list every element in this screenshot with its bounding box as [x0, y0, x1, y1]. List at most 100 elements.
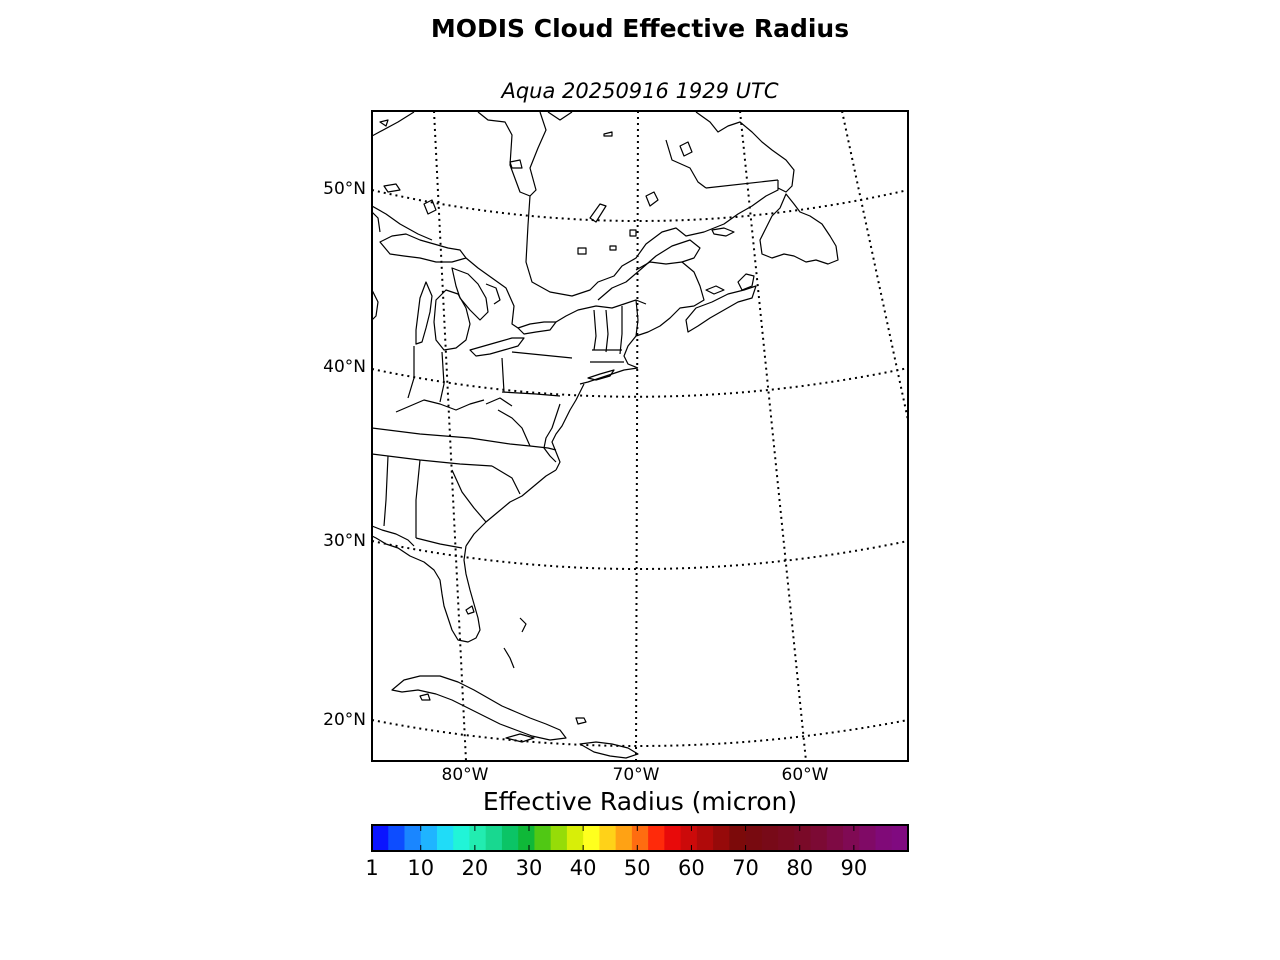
- labrador-border: [705, 179, 779, 189]
- lat-label-40n: 40°N: [323, 357, 366, 377]
- colorbar-segment: [843, 825, 860, 851]
- colorbar-segment: [713, 825, 730, 851]
- colorbar-segment: [420, 825, 438, 851]
- colorbar-segment: [745, 825, 763, 851]
- tennessee-south: [372, 453, 493, 467]
- deep-south-borders: [383, 455, 487, 549]
- colorbar-segment: [501, 825, 519, 851]
- parallel-40n: [372, 367, 908, 398]
- colorbar-segment: [550, 825, 568, 851]
- small-lake-4: [629, 229, 637, 237]
- us-canada-border-west: [372, 205, 433, 241]
- small-lake-1: [577, 247, 587, 255]
- lat-label-20n: 20°N: [323, 710, 366, 730]
- nc-sc: [491, 465, 521, 495]
- labrador-coast: [695, 111, 795, 193]
- st-lawrence-south-shore: [597, 239, 701, 301]
- colorbar-segments: [372, 825, 909, 851]
- colorbar-segment: [615, 825, 633, 851]
- ohio-river: [395, 399, 485, 413]
- jamaica: [505, 733, 535, 743]
- lon-label-70w: 70°W: [612, 765, 660, 785]
- meridian-90w: [238, 110, 312, 761]
- long-island: [587, 369, 615, 381]
- newfoundland: [759, 193, 839, 265]
- lake-erie: [469, 337, 525, 357]
- colorbar-tick-label: 70: [732, 856, 759, 880]
- ohio-border: [485, 357, 513, 407]
- west-coast-fragment: [372, 289, 379, 321]
- colorbar-segment: [631, 825, 649, 851]
- colorbar-segment: [875, 825, 893, 851]
- colorbar-segment: [453, 825, 471, 851]
- colorbar-segment: [664, 825, 682, 851]
- parallel-50n: [372, 189, 908, 222]
- colorbar-segment: [372, 825, 389, 851]
- reservoir-1: [509, 159, 523, 169]
- mass-border: [590, 349, 624, 363]
- ungava-coast: [547, 111, 573, 121]
- hudson-bay-coast: [372, 111, 415, 137]
- colorbar-segment: [436, 825, 454, 851]
- colorbar-segment: [534, 825, 552, 851]
- lake-huron: [451, 267, 489, 321]
- lake-mistassini: [589, 203, 607, 223]
- reservoir-3: [603, 131, 613, 137]
- georgian-bay: [485, 283, 501, 305]
- va-nc: [529, 445, 557, 451]
- meridian-60w: [739, 111, 807, 761]
- newfoundland-lakes: [679, 141, 693, 157]
- colorbar-label: Effective Radius (micron): [482, 787, 798, 816]
- colorbar-segment: [469, 825, 487, 851]
- parallel-20n: [372, 719, 908, 747]
- colorbar-segment: [696, 825, 714, 851]
- figure-title: MODIS Cloud Effective Radius: [430, 14, 850, 43]
- colorbar-segment: [891, 825, 909, 851]
- colorbar-segment: [810, 825, 828, 851]
- vermont-nh: [593, 306, 623, 355]
- colorbar-tick-label: 1: [365, 856, 379, 880]
- lake-superior: [379, 233, 467, 263]
- lake-ontario: [517, 321, 557, 335]
- lon-label-60w: 60°W: [781, 765, 829, 785]
- maine-nb-border: [635, 299, 639, 337]
- lake-st-john: [609, 245, 617, 251]
- colorbar-frame: [371, 824, 909, 852]
- ny-pa-border: [511, 351, 573, 359]
- colorbar-segment: [599, 825, 617, 851]
- small-lake-3: [383, 183, 401, 193]
- us-canada-border-lakes: [465, 257, 519, 329]
- meridian-50w: [841, 111, 908, 421]
- colorbar-segment: [680, 825, 698, 851]
- kentucky-tennessee: [372, 427, 531, 447]
- lon-label-80w: 80°W: [441, 765, 489, 785]
- lake-okeechobee: [465, 605, 475, 615]
- graticule: [238, 110, 908, 761]
- isle-of-youth: [419, 693, 431, 701]
- indiana-illinois: [407, 346, 445, 403]
- gaspe-new-brunswick: [635, 261, 705, 337]
- pei: [705, 285, 725, 295]
- chesapeake: [543, 403, 561, 463]
- nova-scotia: [685, 285, 757, 333]
- parallel-30n: [372, 540, 908, 570]
- hispaniola: [579, 741, 639, 759]
- colorbar-tick-label: 80: [786, 856, 814, 880]
- colorbar-segment: [761, 825, 779, 851]
- reservoir-2: [645, 191, 659, 207]
- figure-subtitle: Aqua 20250916 1929 UTC: [501, 79, 779, 103]
- colorbar-segment: [388, 825, 406, 851]
- bahamas-2: [503, 647, 515, 669]
- colorbar-tick-label: 50: [623, 856, 651, 880]
- colorbar-segment: [583, 825, 600, 851]
- colorbar-segment: [648, 825, 665, 851]
- colorbar-segment: [729, 825, 747, 851]
- va-wv: [497, 409, 531, 447]
- colorbar-segment: [859, 825, 877, 851]
- maine-coast: [623, 335, 639, 369]
- colorbar-tick-label: 10: [407, 856, 435, 880]
- colorbar-segment: [794, 825, 812, 851]
- new-england-coast: [579, 367, 639, 385]
- us-canada-border-east: [555, 299, 647, 323]
- cape-breton: [737, 273, 755, 291]
